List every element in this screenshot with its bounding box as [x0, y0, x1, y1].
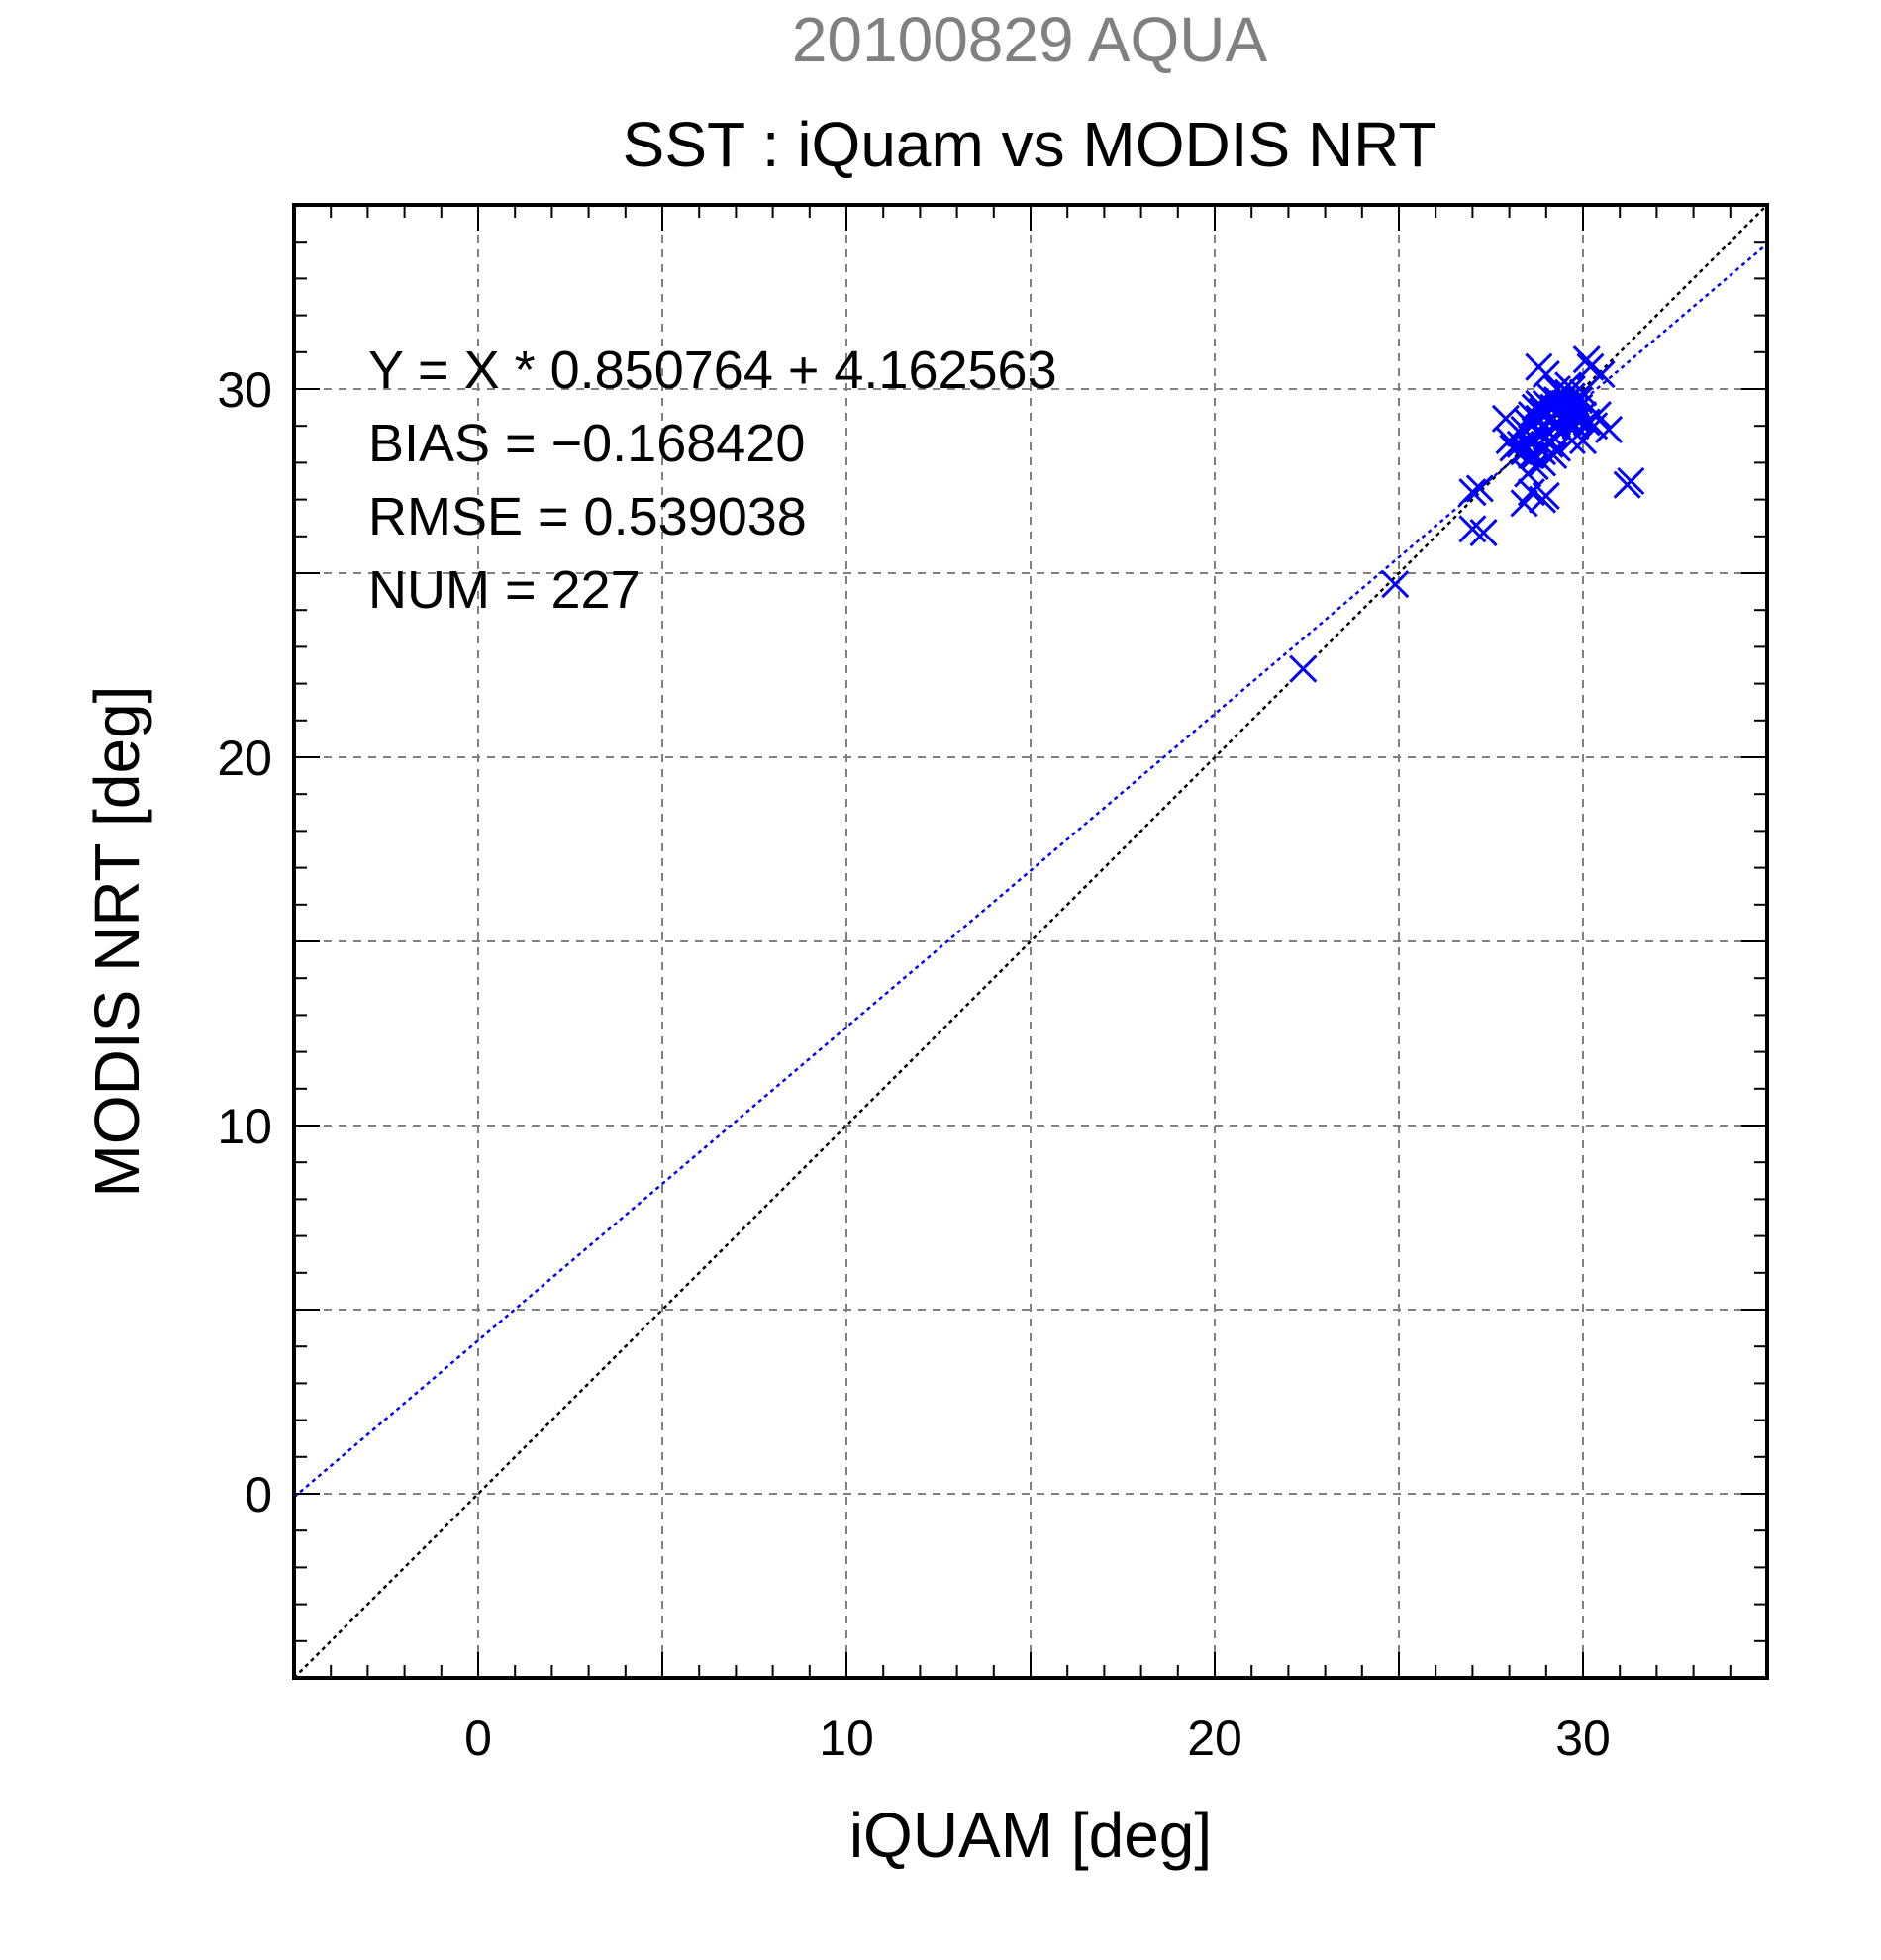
- y-tick-label: 0: [245, 1467, 272, 1522]
- x-tick-label: 30: [1555, 1711, 1611, 1766]
- y-tick-label: 10: [217, 1099, 272, 1154]
- data-point-marker: [1499, 434, 1528, 462]
- data-point-marker: [1568, 427, 1598, 455]
- data-point-marker: [1532, 481, 1560, 510]
- data-point-marker: [1580, 412, 1609, 441]
- data-points: [1289, 345, 1645, 683]
- data-point-marker: [1568, 378, 1598, 407]
- plot-frame: [292, 203, 1769, 1680]
- x-tick-label: 0: [464, 1711, 492, 1766]
- data-point-marker: [1458, 515, 1487, 543]
- stats-annotation: Y = X * 0.850764 + 4.162563 BIAS = −0.16…: [368, 341, 1057, 620]
- chart-title: SST : iQuam vs MODIS NRT: [623, 109, 1437, 180]
- data-point-marker: [1521, 452, 1549, 481]
- data-point-marker: [1458, 478, 1487, 507]
- data-point-marker: [1521, 441, 1549, 470]
- data-point-marker: [1565, 404, 1594, 433]
- x-tick-label: 10: [819, 1711, 874, 1766]
- bias-value: BIAS = −0.168420: [368, 414, 805, 473]
- fit-equation: Y = X * 0.850764 + 4.162563: [368, 341, 1057, 400]
- data-point-marker: [1289, 654, 1318, 683]
- data-point-marker: [1532, 423, 1560, 451]
- y-axis-label: MODIS NRT [deg]: [81, 686, 152, 1198]
- data-point-marker: [1469, 519, 1498, 547]
- x-tick-label: 20: [1187, 1711, 1242, 1766]
- tick-labels: 0 10 20 30 0 10 20 30: [217, 362, 1610, 1766]
- data-point-marker: [1517, 400, 1545, 430]
- data-point-marker: [1510, 415, 1538, 443]
- fit-line: [293, 243, 1768, 1499]
- data-point-marker: [1381, 570, 1410, 599]
- y-tick-label: 30: [217, 362, 272, 418]
- y-tick-label: 20: [217, 731, 272, 786]
- chart-subtitle: 20100829 AQUA: [792, 4, 1268, 75]
- rmse-value: RMSE = 0.539038: [368, 487, 807, 546]
- x-axis-label: iQUAM [deg]: [849, 1800, 1212, 1871]
- data-point-marker: [1617, 466, 1645, 496]
- data-point-marker: [1546, 393, 1575, 422]
- data-point-marker: [1532, 360, 1560, 389]
- data-point-marker: [1465, 474, 1494, 503]
- num-value: NUM = 227: [368, 560, 641, 620]
